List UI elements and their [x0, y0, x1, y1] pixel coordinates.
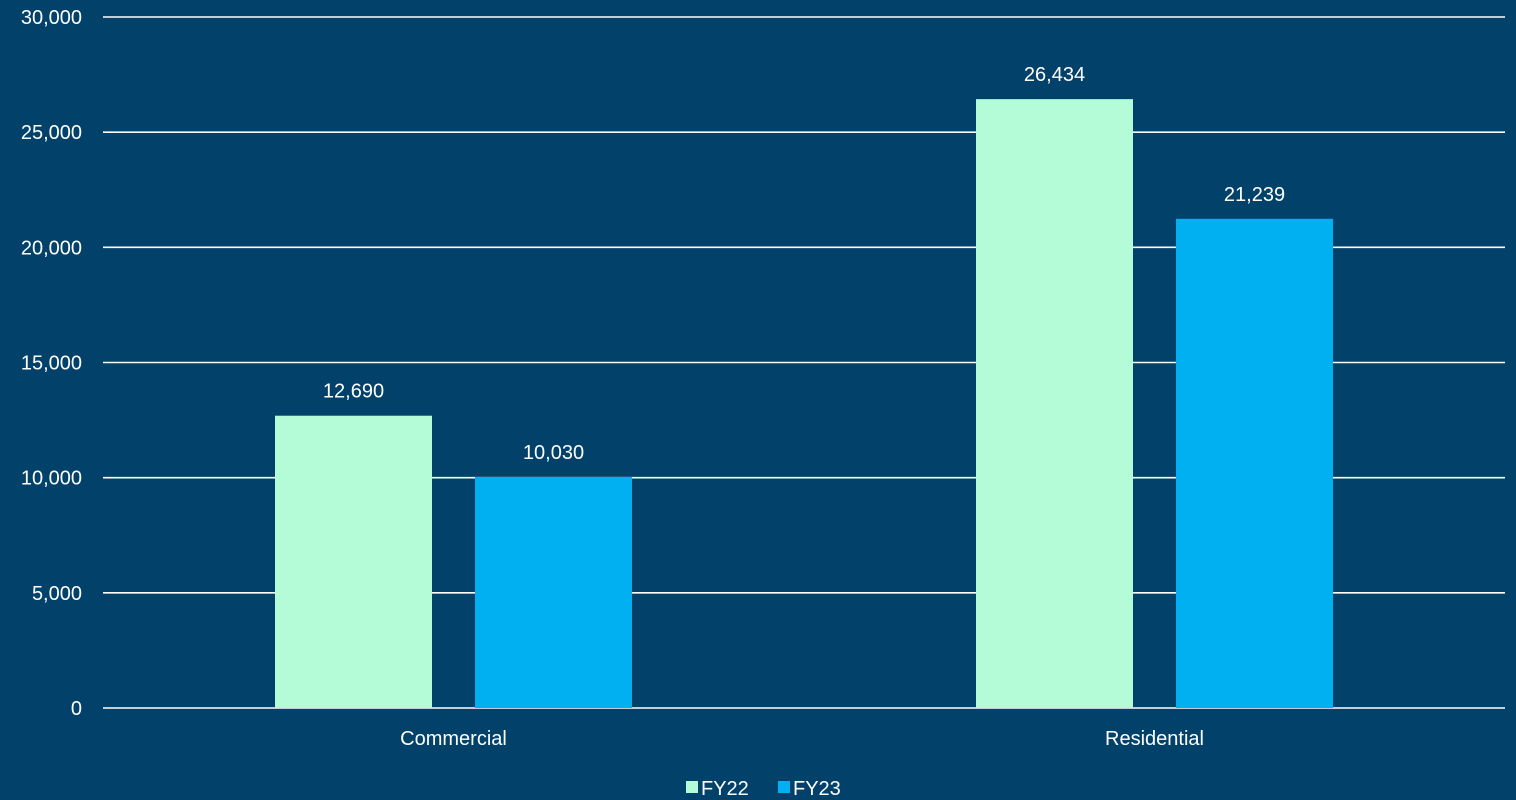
- y-tick-label: 25,000: [21, 122, 82, 144]
- bar-fy23-commercial: [475, 476, 632, 708]
- data-label: 12,690: [323, 381, 384, 403]
- x-category-label: Commercial: [400, 728, 507, 750]
- bar-fy22-residential: [976, 99, 1133, 709]
- bar-fy22-commercial: [275, 415, 432, 708]
- x-category-label: Residential: [1105, 728, 1204, 750]
- bar-fy23-residential: [1176, 218, 1333, 708]
- legend-swatch-fy23: [778, 781, 790, 793]
- y-tick-label: 15,000: [21, 353, 82, 375]
- y-tick-label: 10,000: [21, 468, 82, 490]
- y-tick-label: 5,000: [32, 583, 82, 605]
- y-tick-label: 20,000: [21, 237, 82, 259]
- data-labels: 12,690 10,030 26,434 21,239: [323, 64, 1285, 464]
- legend-swatch-fy22: [686, 781, 698, 793]
- y-tick-label: 30,000: [21, 7, 82, 29]
- legend-label-fy23: FY23: [793, 778, 841, 800]
- bars: [275, 99, 1333, 709]
- legend-label-fy22: FY22: [701, 778, 749, 800]
- y-tick-label: 0: [71, 698, 82, 720]
- x-axis-category-labels: Commercial Residential: [400, 728, 1204, 750]
- data-label: 21,239: [1224, 184, 1285, 206]
- legend: FY22 FY23: [686, 778, 841, 800]
- data-label: 10,030: [523, 442, 584, 464]
- data-label: 26,434: [1024, 64, 1085, 86]
- y-axis-tick-labels: 0 5,000 10,000 15,000 20,000 25,000 30,000: [21, 7, 82, 720]
